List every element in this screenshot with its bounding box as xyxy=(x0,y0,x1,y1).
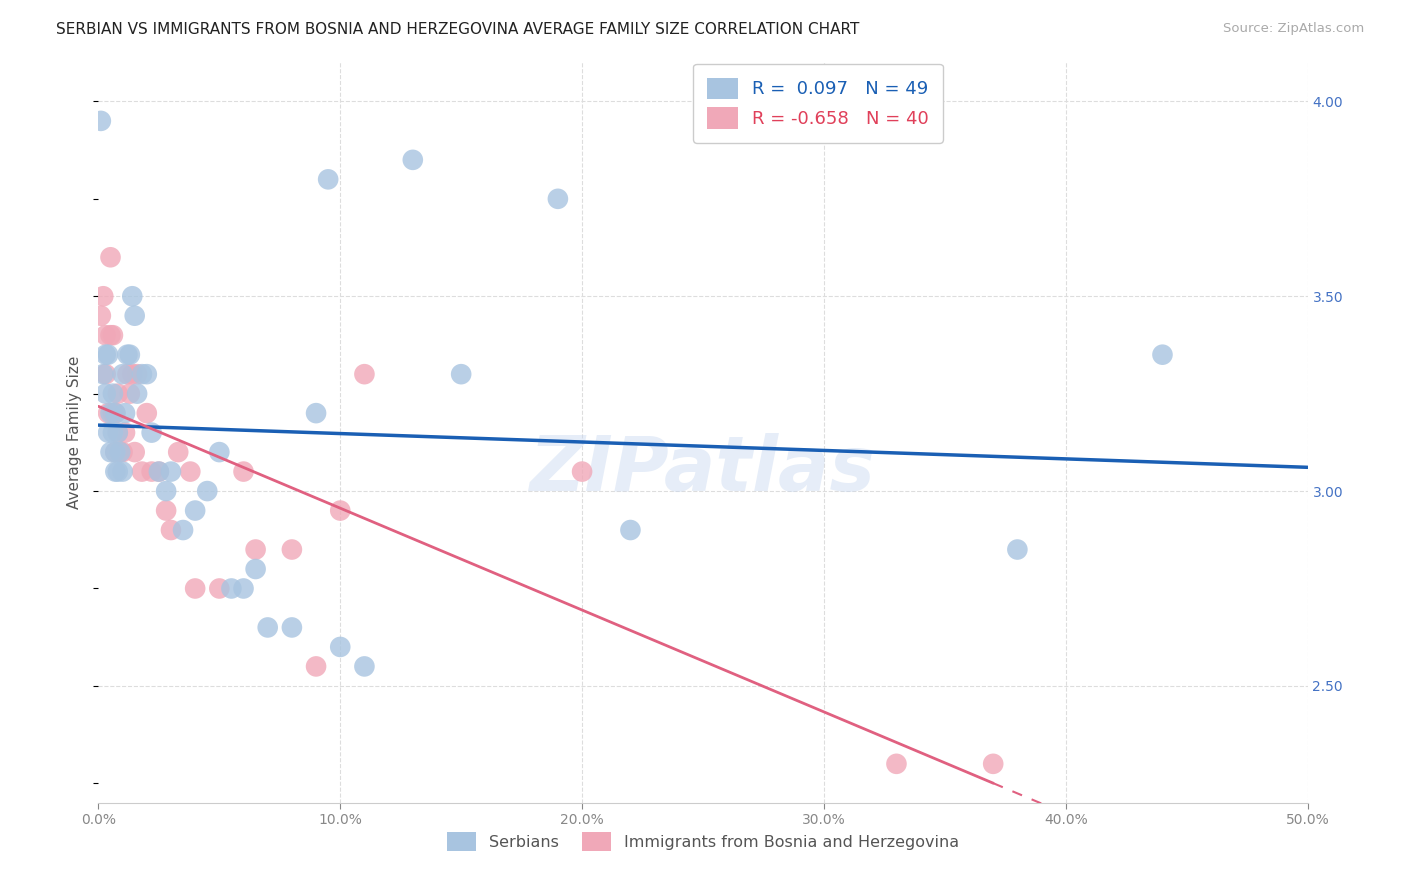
Point xyxy=(886,756,908,771)
Point xyxy=(108,445,131,459)
Point xyxy=(329,640,352,654)
Point xyxy=(108,445,131,459)
Point xyxy=(256,620,278,634)
Point xyxy=(100,250,122,264)
Point xyxy=(155,484,177,499)
Y-axis label: Average Family Size: Average Family Size xyxy=(67,356,83,509)
Point xyxy=(571,465,593,479)
Point xyxy=(101,386,124,401)
Point xyxy=(111,367,134,381)
Point xyxy=(104,445,127,459)
Point xyxy=(619,523,641,537)
Point xyxy=(1152,348,1174,362)
Point xyxy=(167,445,190,459)
Point xyxy=(245,562,267,576)
Point xyxy=(195,484,218,499)
Point xyxy=(94,348,117,362)
Point xyxy=(94,367,117,381)
Point xyxy=(221,582,243,596)
Point xyxy=(1007,542,1029,557)
Point xyxy=(111,465,134,479)
Point xyxy=(281,620,304,634)
Point xyxy=(104,406,127,420)
Point xyxy=(100,406,122,420)
Point xyxy=(281,542,304,557)
Legend: Serbians, Immigrants from Bosnia and Herzegovina: Serbians, Immigrants from Bosnia and Her… xyxy=(440,825,966,858)
Point xyxy=(117,367,139,381)
Point xyxy=(117,348,139,362)
Point xyxy=(353,367,375,381)
Point xyxy=(135,406,157,420)
Point xyxy=(90,114,112,128)
Point xyxy=(111,445,134,459)
Point xyxy=(100,445,122,459)
Point xyxy=(353,659,375,673)
Point xyxy=(104,406,127,420)
Point xyxy=(547,192,569,206)
Point xyxy=(402,153,425,167)
Point xyxy=(100,328,122,343)
Point xyxy=(114,425,136,440)
Point xyxy=(305,406,328,420)
Point xyxy=(141,465,163,479)
Point xyxy=(160,465,183,479)
Point xyxy=(97,348,120,362)
Point xyxy=(107,465,129,479)
Point xyxy=(94,386,117,401)
Text: SERBIAN VS IMMIGRANTS FROM BOSNIA AND HERZEGOVINA AVERAGE FAMILY SIZE CORRELATIO: SERBIAN VS IMMIGRANTS FROM BOSNIA AND HE… xyxy=(56,22,859,37)
Point xyxy=(97,425,120,440)
Point xyxy=(118,386,141,401)
Point xyxy=(97,406,120,420)
Point xyxy=(148,465,170,479)
Point xyxy=(981,756,1004,771)
Point xyxy=(141,425,163,440)
Point xyxy=(127,386,149,401)
Point xyxy=(184,582,207,596)
Point xyxy=(127,367,149,381)
Point xyxy=(107,386,129,401)
Point xyxy=(121,289,143,303)
Point xyxy=(450,367,472,381)
Point xyxy=(101,406,124,420)
Point xyxy=(184,503,207,517)
Point xyxy=(91,367,114,381)
Point xyxy=(232,582,254,596)
Point xyxy=(101,328,124,343)
Point xyxy=(90,309,112,323)
Point xyxy=(107,425,129,440)
Point xyxy=(118,348,141,362)
Point xyxy=(124,309,146,323)
Point xyxy=(101,425,124,440)
Point xyxy=(208,582,231,596)
Point xyxy=(245,542,267,557)
Point xyxy=(172,523,194,537)
Point xyxy=(135,367,157,381)
Point xyxy=(131,465,153,479)
Point xyxy=(148,465,170,479)
Point xyxy=(124,445,146,459)
Point xyxy=(121,367,143,381)
Point xyxy=(94,328,117,343)
Point xyxy=(114,406,136,420)
Point xyxy=(232,465,254,479)
Text: Source: ZipAtlas.com: Source: ZipAtlas.com xyxy=(1223,22,1364,36)
Text: ZIPatlas: ZIPatlas xyxy=(530,433,876,507)
Point xyxy=(305,659,328,673)
Point xyxy=(131,367,153,381)
Point xyxy=(104,465,127,479)
Point xyxy=(107,425,129,440)
Point xyxy=(155,503,177,517)
Point xyxy=(104,445,127,459)
Point xyxy=(316,172,339,186)
Point xyxy=(208,445,231,459)
Point xyxy=(91,289,114,303)
Point xyxy=(160,523,183,537)
Point xyxy=(179,465,201,479)
Point xyxy=(329,503,352,517)
